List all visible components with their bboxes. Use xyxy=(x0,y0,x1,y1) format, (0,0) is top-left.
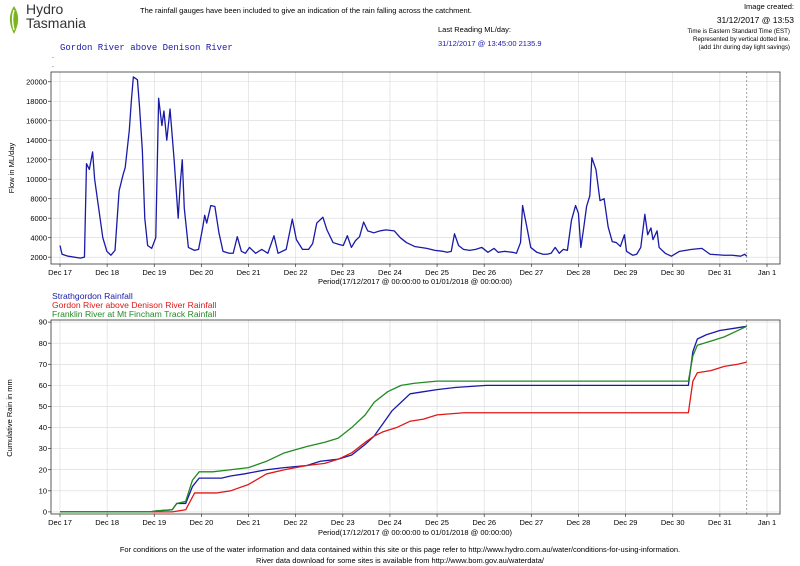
x-tick-label: Dec 28 xyxy=(567,518,591,527)
y-tick-label: 20000 xyxy=(26,77,47,86)
x-tick-label: Dec 21 xyxy=(237,268,261,277)
rainfall-series-line-3 xyxy=(60,325,748,513)
x-tick-label: Dec 20 xyxy=(190,518,214,527)
rainfall-series-line-1 xyxy=(60,325,747,513)
brand-name: Hydro Tasmania xyxy=(26,2,86,30)
x-tick-label: Dec 26 xyxy=(472,268,496,277)
rainfall-y-axis-label: Cumulative Rain in mm xyxy=(5,379,14,457)
hydro-tasmania-logo-icon xyxy=(9,6,19,34)
timezone-note-2: Represented by vertical dotted line. xyxy=(693,36,790,43)
flow-series xyxy=(59,76,748,259)
rainfall-series-line-2 xyxy=(60,361,747,513)
flow-x-axis-label: Period(17/12/2017 @ 00:00:00 to 01/01/20… xyxy=(318,277,513,286)
x-tick-label: Dec 28 xyxy=(567,268,591,277)
x-tick-label: Dec 30 xyxy=(661,518,685,527)
y-tick-label: 2000 xyxy=(30,253,47,262)
x-tick-label: Dec 18 xyxy=(95,518,119,527)
y-tick-label: 6000 xyxy=(30,214,47,223)
y-tick-label: 70 xyxy=(39,360,47,369)
x-tick-label: Dec 30 xyxy=(661,268,685,277)
dot-marker: . xyxy=(52,53,54,60)
x-tick-label: Dec 25 xyxy=(425,518,449,527)
x-tick-label: Dec 27 xyxy=(519,268,543,277)
x-tick-label: Dec 27 xyxy=(519,518,543,527)
y-tick-label: 80 xyxy=(39,339,47,348)
y-tick-label: 8000 xyxy=(30,194,47,203)
x-tick-label: Dec 19 xyxy=(142,268,166,277)
flow-x-axis: Dec 17 Dec 18 Dec 19 Dec 20 Dec 21 Dec 22 Dec … xyxy=(48,264,776,277)
x-tick-label: Dec 23 xyxy=(331,518,355,527)
y-tick-label: 40 xyxy=(39,423,47,432)
flow-plot-frame xyxy=(50,71,781,265)
flow-y-axis: 2000 4000 6000 8000 10000 12000 14000 16000 1800… xyxy=(26,77,51,262)
rainfall-plot-frame xyxy=(50,319,781,515)
y-tick-label: 0 xyxy=(43,507,47,516)
x-tick-label: Dec 21 xyxy=(237,518,261,527)
y-tick-label: 50 xyxy=(39,402,47,411)
x-tick-label: Dec 31 xyxy=(708,518,732,527)
x-tick-label: Dec 24 xyxy=(378,518,402,527)
last-reading-value: 31/12/2017 @ 13:45:00 2135.9 xyxy=(438,39,542,48)
rainfall-x-axis-label: Period(17/12/2017 @ 00:00:00 to 01/01/20… xyxy=(318,528,513,537)
y-tick-label: 60 xyxy=(39,381,47,390)
y-tick-label: 30 xyxy=(39,444,47,453)
rainfall-grid xyxy=(51,320,780,514)
x-tick-label: Dec 29 xyxy=(614,268,638,277)
x-tick-label: Dec 20 xyxy=(190,268,214,277)
flow-chart-title: Gordon River above Denison River xyxy=(60,43,233,53)
x-tick-label: Dec 26 xyxy=(472,518,496,527)
y-tick-label: 10000 xyxy=(26,175,47,184)
x-tick-label: Dec 18 xyxy=(95,268,119,277)
y-tick-label: 4000 xyxy=(30,233,47,242)
x-tick-label: Dec 17 xyxy=(48,268,72,277)
y-tick-label: 16000 xyxy=(26,116,47,125)
x-tick-label: Dec 19 xyxy=(142,518,166,527)
y-tick-label: 12000 xyxy=(26,155,47,164)
y-tick-label: 14000 xyxy=(26,136,47,145)
x-tick-label: Dec 23 xyxy=(331,268,355,277)
x-tick-label: Jan 1 xyxy=(758,268,776,277)
x-tick-label: Dec 24 xyxy=(378,268,402,277)
x-tick-label: Jan 1 xyxy=(758,518,776,527)
y-tick-label: 90 xyxy=(39,318,47,327)
rainfall-y-axis: 0 10 20 30 40 50 60 70 80 90 xyxy=(39,318,51,516)
x-tick-label: Dec 25 xyxy=(425,268,449,277)
x-tick-label: Dec 22 xyxy=(284,518,308,527)
x-tick-label: Dec 22 xyxy=(284,268,308,277)
timezone-note-1: Time is Eastern Standard Time (EST) xyxy=(687,28,790,35)
dot-marker: . xyxy=(52,62,54,69)
brand-line-2: Tasmania xyxy=(26,15,86,31)
footer-conditions: For conditions on the use of the water i… xyxy=(119,545,681,554)
y-tick-label: 10 xyxy=(39,486,47,495)
catchment-notice: The rainfall gauges have been included t… xyxy=(140,6,472,15)
image-created-value: 31/12/2017 @ 13:53 xyxy=(716,15,794,25)
rainfall-series xyxy=(60,325,748,513)
x-tick-label: Dec 31 xyxy=(708,268,732,277)
x-tick-label: Dec 29 xyxy=(614,518,638,527)
y-tick-label: 18000 xyxy=(26,97,47,106)
legend-entry-3: Franklin River at Mt Fincham Track Rainf… xyxy=(52,309,216,319)
legend-entry-1: Strathgordon Rainfall xyxy=(52,291,133,301)
footer-data-download: River data download for some sites is av… xyxy=(256,556,544,565)
legend-entry-2: Gordon River above Denison River Rainfal… xyxy=(52,300,216,310)
last-reading-label: Last Reading ML/day: xyxy=(438,25,511,34)
image-created-label: Image created: xyxy=(743,2,794,11)
y-tick-label: 20 xyxy=(39,465,47,474)
timezone-note-3: (add 1hr during day light savings) xyxy=(698,44,791,51)
flow-series-line xyxy=(59,76,748,259)
brand-line-1: Hydro xyxy=(26,1,64,17)
flow-y-axis-label: Flow in ML/day xyxy=(7,143,16,194)
rainfall-x-axis: Dec 17 Dec 18 Dec 19 Dec 20 Dec 21 Dec 22 Dec … xyxy=(48,514,776,527)
x-tick-label: Dec 17 xyxy=(48,518,72,527)
flow-grid xyxy=(51,72,780,264)
